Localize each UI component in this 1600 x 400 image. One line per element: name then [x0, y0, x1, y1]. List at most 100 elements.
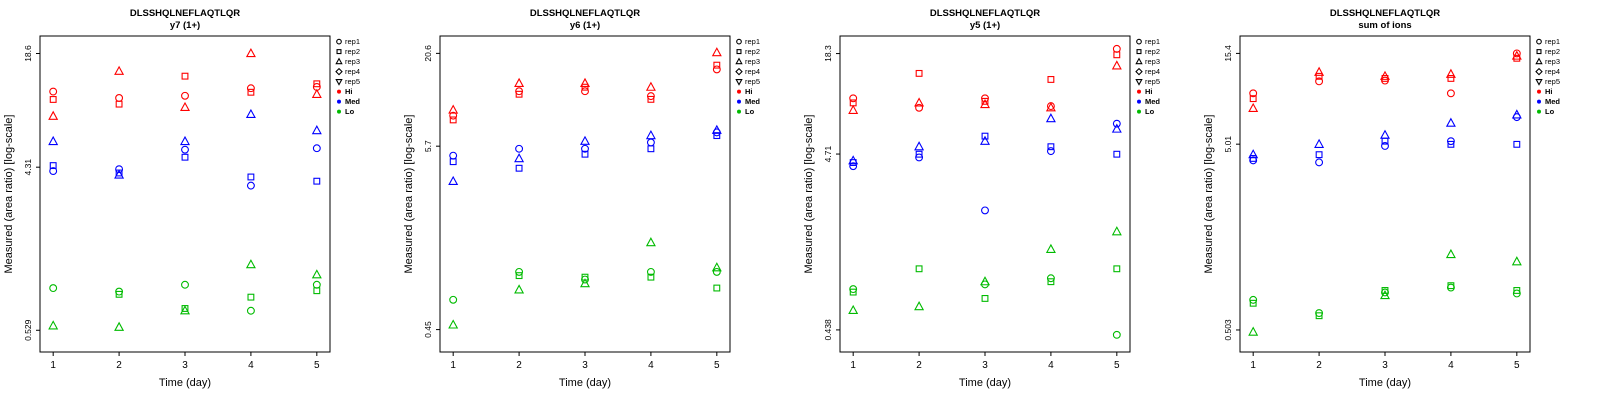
- data-point-hi: [247, 88, 255, 96]
- data-point-med: [115, 165, 124, 174]
- data-point-med: [915, 150, 923, 158]
- legend-symbol-rep1: [736, 38, 742, 45]
- legend-label-rep2: rep2: [745, 47, 760, 56]
- data-point-hi: [579, 77, 591, 87]
- legend-symbol-rep3: [735, 57, 743, 65]
- legend-symbol-rep3: [335, 57, 343, 65]
- legend-label-rep5: rep5: [1145, 77, 1160, 86]
- x-tick-label: 4: [648, 360, 654, 371]
- data-point-hi: [848, 104, 859, 114]
- data-point-hi: [914, 97, 925, 107]
- data-point-lo: [1113, 265, 1121, 273]
- y-tick-label: 18.6: [23, 45, 33, 62]
- data-point-lo: [1249, 299, 1257, 307]
- panel-subtitle: y7 (1+): [170, 20, 200, 31]
- data-point-hi: [581, 87, 589, 96]
- y-tick-label: 0.45: [423, 321, 433, 338]
- data-point-med: [514, 153, 525, 163]
- legend-label-lo: Lo: [745, 107, 755, 116]
- data-point-med: [179, 135, 191, 146]
- data-point-lo: [647, 273, 655, 281]
- data-point-med: [1046, 147, 1055, 156]
- data-point-lo: [49, 284, 58, 293]
- data-point-med: [448, 175, 459, 186]
- legend-dot-lo: [1137, 109, 1141, 114]
- legend-dot-med: [1537, 99, 1541, 104]
- data-point-lo: [914, 301, 925, 311]
- legend-label-med: Med: [345, 97, 360, 106]
- legend-label-rep3: rep3: [1545, 57, 1560, 66]
- data-point-hi: [115, 100, 123, 108]
- legend-label-rep1: rep1: [1145, 37, 1160, 46]
- data-point-lo: [1045, 243, 1056, 253]
- data-point-lo: [981, 280, 989, 289]
- data-point-med: [1447, 140, 1455, 148]
- data-point-hi: [915, 69, 923, 77]
- y-tick-label: 0.438: [823, 319, 833, 341]
- data-point-med: [1111, 123, 1122, 133]
- x-tick-label: 3: [982, 360, 988, 371]
- data-point-hi: [1381, 76, 1389, 85]
- legend-symbol-rep3: [1135, 57, 1143, 65]
- data-point-lo: [1513, 287, 1521, 294]
- data-point-med: [515, 164, 523, 172]
- y-tick-label: 0.529: [23, 319, 33, 341]
- legend-label-rep4: rep4: [745, 67, 760, 76]
- data-point-hi: [915, 103, 924, 112]
- legend-symbol-rep1: [1536, 38, 1542, 45]
- legend-label-rep5: rep5: [745, 77, 760, 86]
- data-point-hi: [1112, 44, 1121, 53]
- data-point-hi: [1248, 102, 1259, 112]
- data-point-med: [1249, 156, 1258, 165]
- data-point-lo: [1512, 289, 1521, 298]
- data-point-hi: [181, 91, 189, 100]
- data-point-med: [247, 173, 255, 181]
- x-tick-label: 5: [1514, 360, 1520, 371]
- data-point-lo: [1315, 312, 1323, 320]
- data-point-med: [1512, 113, 1521, 122]
- data-point-hi: [1446, 89, 1455, 98]
- data-point-med: [449, 158, 457, 166]
- legend-symbol-rep5: [1135, 78, 1143, 86]
- data-point-med: [1314, 138, 1325, 148]
- data-point-med: [1248, 149, 1259, 159]
- plot-box: [39, 35, 331, 353]
- data-point-hi: [179, 101, 191, 112]
- legend-label-hi: Hi: [1545, 87, 1553, 96]
- data-point-hi: [981, 97, 989, 105]
- data-point-hi: [1447, 74, 1455, 82]
- y-axis-label: Measured (area ratio) [log-scale]: [403, 115, 415, 274]
- x-tick-label: 3: [582, 360, 588, 371]
- legend-label-rep1: rep1: [345, 37, 360, 46]
- data-point-med: [581, 150, 589, 158]
- legend-label-rep1: rep1: [1545, 37, 1560, 46]
- data-point-med: [1513, 140, 1521, 148]
- x-tick-label: 5: [714, 360, 720, 371]
- legend-dot-hi: [337, 89, 341, 94]
- x-tick-label: 2: [516, 360, 522, 371]
- data-point-med: [914, 141, 925, 151]
- data-point-lo: [245, 259, 256, 269]
- legend-label-hi: Hi: [1145, 87, 1153, 96]
- plot-box: [1239, 35, 1531, 353]
- panel-title: DLSSHQLNEFLAQTLQR: [130, 8, 240, 19]
- legend-label-hi: Hi: [745, 87, 753, 96]
- data-point-lo: [1111, 226, 1122, 236]
- panel-title: DLSSHQLNEFLAQTLQR: [530, 8, 640, 19]
- data-point-lo: [449, 295, 458, 304]
- data-point-hi: [48, 110, 59, 120]
- data-point-hi: [711, 47, 722, 57]
- data-point-lo: [1381, 288, 1389, 297]
- legend-symbol-rep2: [1136, 49, 1142, 55]
- y-tick-label: 18.3: [823, 45, 833, 62]
- y-axis-label: Measured (area ratio) [log-scale]: [1203, 115, 1215, 274]
- data-point-lo: [1047, 278, 1055, 286]
- data-point-med: [313, 177, 321, 185]
- data-point-hi: [114, 65, 125, 75]
- legend-label-rep5: rep5: [345, 77, 360, 86]
- data-point-med: [849, 159, 857, 166]
